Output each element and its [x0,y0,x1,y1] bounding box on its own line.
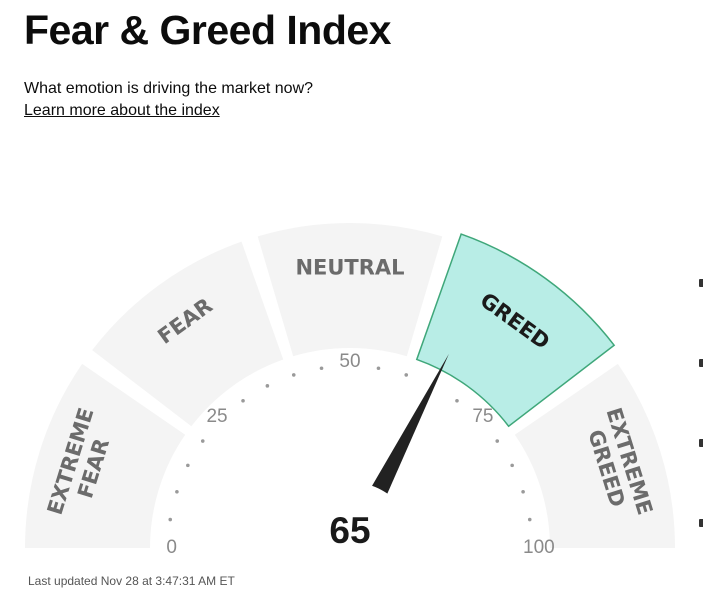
cropped-side-item [699,279,703,287]
gauge-dot [455,398,459,403]
page-title: Fear & Greed Index [24,7,391,53]
gauge-segment-greed [415,233,616,428]
gauge-dot [510,463,514,468]
last-updated-text: Last updated Nov 28 at 3:47:31 AM ET [28,574,235,588]
gauge-dot [186,463,190,468]
gauge-hub [284,482,416,591]
cropped-side-item [699,519,703,527]
gauge-segment-fear [92,241,284,427]
gauge-segment-neutral [257,223,443,357]
gauge-dot [241,398,245,403]
gauge-dot [200,439,205,443]
gauge-dot [168,517,173,522]
gauge-label-neutral: NEUTRAL [295,256,404,280]
gauge-dot [265,384,270,388]
gauge-dot [404,373,409,377]
gauge-dot [175,489,179,494]
gauge-dot [521,489,525,494]
learn-more-link[interactable]: Learn more about the index [24,102,220,119]
gauge-dot [291,373,296,377]
cropped-side-item [699,439,703,447]
gauge-tick-50: 50 [339,351,360,372]
gauge-tick-100: 100 [523,537,555,558]
gauge-segment-extreme-greed [514,363,675,548]
cropped-side-item [699,359,703,367]
gauge-tick-25: 25 [206,406,227,427]
gauge-dot [527,517,532,522]
gauge-dot [376,366,381,371]
gauge-segment-extreme-fear [25,363,186,548]
gauge-needle [368,353,449,501]
gauge-score-value: 65 [329,510,370,551]
gauge-dot [319,366,324,371]
gauge-tick-0: 0 [166,537,177,558]
gauge-dot [495,439,500,443]
gauge-tick-75: 75 [472,406,493,427]
page-subtitle: What emotion is driving the market now? [24,80,314,97]
